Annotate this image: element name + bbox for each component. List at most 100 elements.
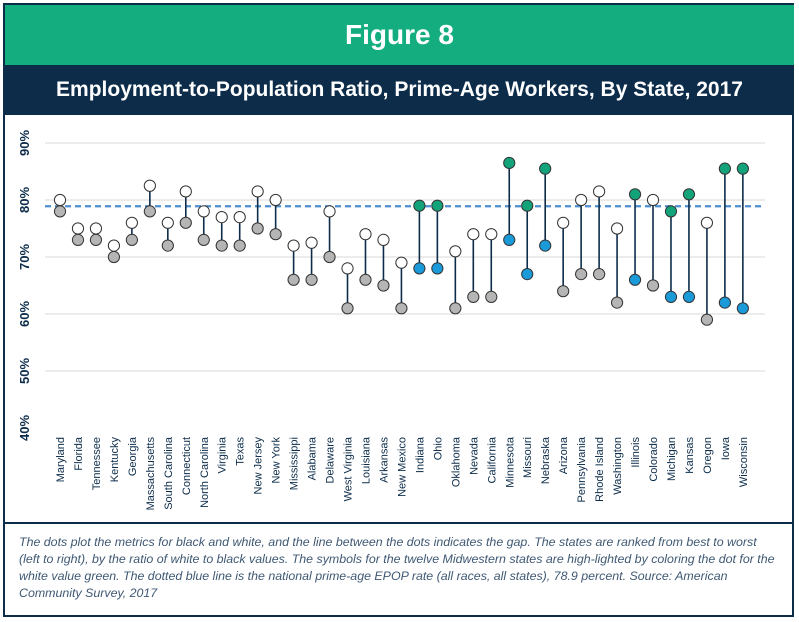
white-value-dot: [179, 185, 192, 198]
white-value-dot: [485, 228, 498, 241]
white-value-dot: [718, 162, 731, 175]
x-tick-label: Maryland: [55, 437, 67, 482]
chart-marks: [53, 156, 749, 326]
white-value-dot: [610, 222, 624, 235]
x-tick-label: Kentucky: [109, 437, 121, 483]
x-tick-label: Connecticut: [181, 437, 193, 495]
white-value-dot: [449, 245, 462, 258]
white-value-dot: [251, 185, 264, 198]
x-tick-label: Minnesota: [504, 436, 516, 488]
white-value-dot: [125, 216, 138, 229]
black-value-dot: [610, 296, 624, 309]
black-value-dot: [233, 239, 246, 252]
black-value-dot: [89, 233, 103, 247]
black-value-dot: [53, 205, 67, 218]
white-value-dot: [89, 222, 103, 235]
x-tick-label: Georgia: [127, 436, 139, 476]
black-value-dot: [413, 262, 426, 275]
black-value-dot: [682, 290, 696, 303]
x-tick-label: Pennsylvania: [576, 436, 588, 502]
x-tick-label: Alabama: [307, 436, 319, 480]
x-tick-label: South Carolina: [163, 436, 175, 510]
white-value-dot: [71, 222, 85, 235]
y-tick-label: 50%: [17, 358, 32, 384]
x-tick-label: Louisiana: [360, 436, 372, 484]
x-tick-label: Oregon: [702, 437, 714, 474]
black-value-dot: [431, 262, 444, 275]
x-tick-label: Massachusetts: [145, 437, 157, 511]
black-value-dot: [646, 279, 660, 292]
black-value-dot: [107, 250, 121, 264]
black-value-dot: [179, 216, 192, 229]
white-value-dot: [575, 193, 588, 207]
white-value-dot: [628, 188, 642, 201]
x-tick-label: Michigan: [666, 437, 678, 481]
white-value-dot: [305, 236, 318, 249]
white-value-dot: [161, 216, 174, 229]
chart-title: Employment-to-Population Ratio, Prime-Ag…: [5, 65, 794, 115]
white-value-dot: [53, 193, 67, 207]
gridlines: [45, 142, 765, 372]
x-tick-label: Indiana: [414, 436, 426, 473]
black-value-dot: [323, 250, 336, 264]
x-tick-label: New Mexico: [396, 437, 408, 497]
white-value-dot: [736, 162, 749, 175]
white-value-dot: [682, 188, 696, 201]
x-tick-label: Oklahoma: [450, 436, 462, 487]
black-value-dot: [143, 205, 156, 218]
white-value-dot: [107, 239, 121, 252]
black-value-dot: [593, 268, 606, 281]
black-value-dot: [700, 313, 714, 326]
x-tick-label: Ohio: [432, 437, 444, 460]
black-value-dot: [521, 268, 534, 281]
x-tick-label: Kansas: [684, 437, 696, 474]
white-value-dot: [341, 262, 354, 275]
black-value-dot: [395, 302, 408, 315]
x-tick-label: Virginia: [217, 436, 229, 473]
x-tick-label: West Virginia: [343, 436, 355, 501]
x-axis-labels: Maryland Florida Tennessee Kentucky Georgia M…: [55, 436, 750, 510]
white-value-dot: [323, 205, 336, 218]
x-tick-label: Delaware: [325, 437, 337, 483]
x-tick-label: New York: [271, 437, 283, 484]
black-value-dot: [161, 239, 174, 252]
black-value-dot: [449, 302, 462, 315]
white-value-dot: [646, 193, 660, 207]
figure-label: Figure 8: [5, 5, 794, 65]
black-value-dot: [628, 273, 642, 286]
x-tick-label: North Carolina: [199, 436, 211, 508]
white-value-dot: [143, 179, 156, 192]
white-value-dot: [377, 233, 390, 247]
x-tick-label: Rhode Island: [594, 437, 606, 502]
black-value-dot: [557, 285, 570, 298]
black-value-dot: [305, 273, 318, 286]
x-tick-label: Missouri: [522, 437, 534, 478]
white-value-dot: [557, 216, 570, 229]
black-value-dot: [377, 279, 390, 292]
black-value-dot: [736, 302, 749, 315]
black-value-dot: [215, 239, 228, 252]
white-value-dot: [197, 205, 210, 218]
x-tick-label: Texas: [235, 437, 247, 466]
x-tick-label: Arkansas: [378, 437, 390, 483]
x-tick-label: California: [486, 436, 498, 483]
white-value-dot: [287, 239, 300, 252]
white-value-dot: [215, 211, 228, 224]
y-tick-label: 70%: [17, 244, 32, 270]
y-axis: 40% 50% 60% 70% 80% 90%: [17, 130, 32, 441]
x-tick-label: Washington: [612, 437, 624, 495]
black-value-dot: [485, 290, 498, 303]
white-value-dot: [664, 205, 678, 218]
black-value-dot: [71, 233, 85, 247]
x-tick-label: Colorado: [648, 437, 660, 482]
x-tick-label: Wisconsin: [738, 437, 750, 487]
x-tick-label: Mississippi: [289, 437, 301, 490]
white-value-dot: [269, 193, 282, 207]
y-tick-label: 80%: [17, 187, 32, 213]
black-value-dot: [287, 273, 300, 286]
black-value-dot: [359, 273, 372, 286]
white-value-dot: [431, 199, 444, 212]
black-value-dot: [575, 268, 588, 281]
black-value-dot: [269, 228, 282, 241]
black-value-dot: [503, 233, 516, 247]
